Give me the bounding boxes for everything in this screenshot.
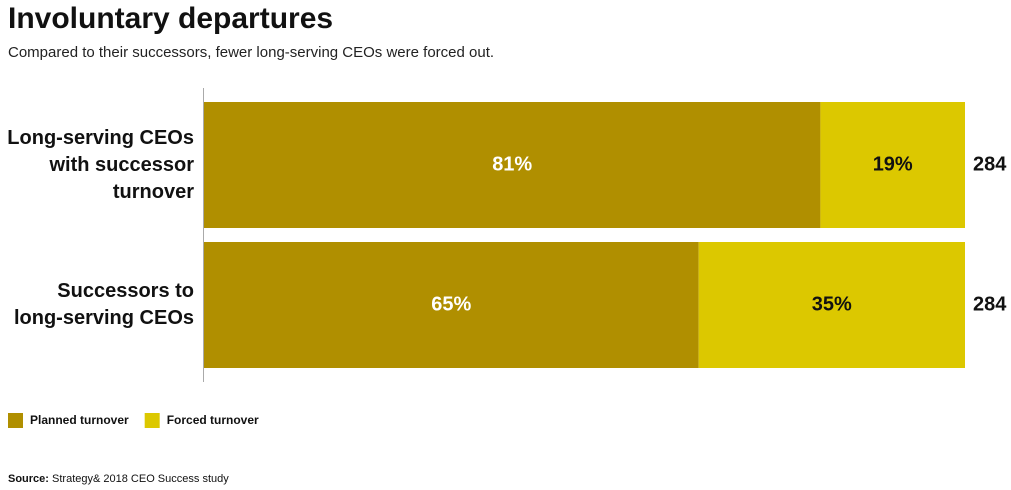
value-label: 19% bbox=[873, 153, 913, 175]
source-text: Strategy& 2018 CEO Success study bbox=[52, 473, 229, 485]
legend-swatch bbox=[8, 413, 23, 428]
source: Source: Strategy& 2018 CEO Success study bbox=[8, 473, 229, 485]
total-label: 284 bbox=[973, 293, 1007, 315]
bar-segment bbox=[204, 102, 821, 228]
category-label: Successors to long-serving CEOs bbox=[13, 280, 194, 329]
value-label: 81% bbox=[492, 153, 532, 175]
chart-subtitle: Compared to their successors, fewer long… bbox=[8, 44, 494, 61]
category-label: Long-serving CEOs with successor turnove… bbox=[7, 126, 194, 203]
legend-label: Planned turnover bbox=[30, 413, 129, 427]
chart-title: Involuntary departures bbox=[8, 2, 333, 35]
value-label: 65% bbox=[431, 293, 471, 315]
total-label: 284 bbox=[973, 153, 1007, 175]
bar-segment bbox=[204, 242, 699, 368]
legend-swatch bbox=[144, 413, 160, 428]
bar-segment bbox=[698, 242, 965, 368]
value-label: 35% bbox=[812, 293, 852, 315]
bar-segment bbox=[820, 102, 965, 228]
source-label: Source: bbox=[8, 473, 49, 485]
legend-label: Forced turnover bbox=[167, 413, 259, 427]
